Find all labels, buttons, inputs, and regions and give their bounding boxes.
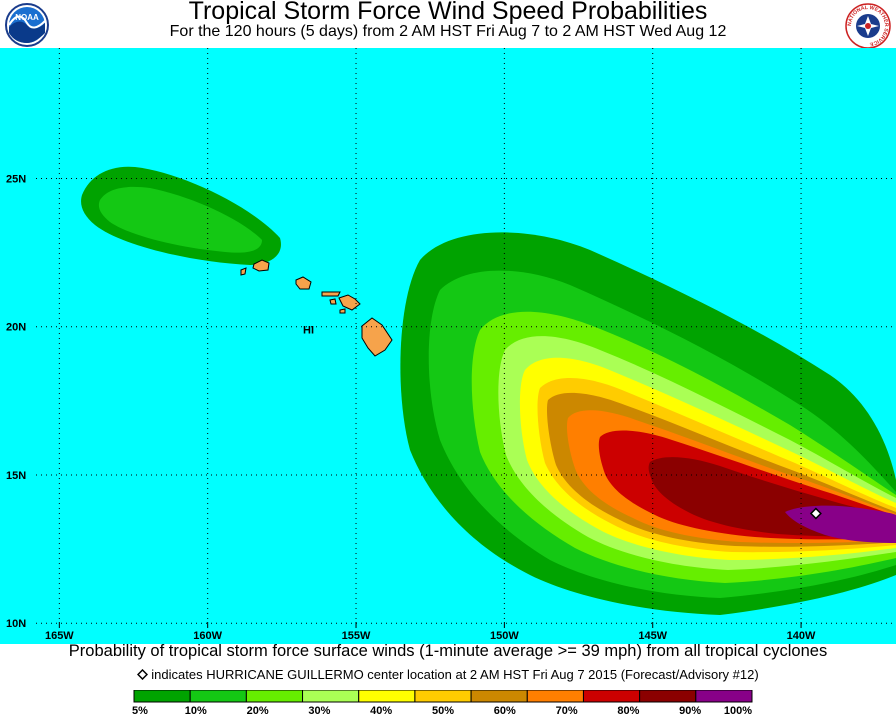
longitude-tick-marks (58, 622, 802, 628)
nws-logo-icon: NATIONAL WEATHER SERVICE (845, 3, 891, 49)
legend-swatch (582, 690, 641, 703)
legend-label-50: 50% (432, 705, 454, 716)
hawaiian-islands (240, 259, 393, 357)
noaa-logo-icon: NOAA (5, 3, 49, 47)
storm-note-text: indicates HURRICANE GUILLERMO center loc… (151, 667, 759, 682)
legend-swatch (133, 690, 191, 703)
island-maui (338, 294, 361, 311)
island-lanai (329, 298, 337, 305)
legend-label-20: 20% (247, 705, 269, 716)
map-caption: Probability of tropical storm force surf… (68, 642, 828, 660)
lat-label-25n: 25N (6, 173, 26, 185)
island-niihau (240, 267, 247, 276)
legend-label-60: 60% (494, 705, 516, 716)
lat-label-20n: 20N (6, 322, 26, 334)
legend-swatch (526, 690, 584, 703)
legend-swatch (695, 690, 753, 703)
storm-note: indicates HURRICANE GUILLERMO center loc… (0, 667, 896, 682)
legend-label-5: 5% (132, 705, 148, 716)
page-title: Tropical Storm Force Wind Speed Probabil… (188, 0, 708, 25)
latitude-labels: 25N 20N 15N 10N (6, 173, 26, 630)
lat-label-15n: 15N (6, 470, 26, 482)
header: NOAA Tropical Storm Force Wind Speed Pro… (0, 0, 896, 49)
svg-text:NOAA: NOAA (15, 13, 39, 22)
legend-label-100: 100% (724, 705, 752, 716)
graticule (36, 48, 896, 624)
legend-swatch (245, 690, 304, 703)
probability-legend: 5% 10% 20% 30% 40% 50% 60% 70% 80% 90% 1… (132, 690, 753, 716)
lon-label-145w: 145W (638, 630, 667, 642)
island-kahoolawe (339, 308, 346, 314)
legend-label-10: 10% (185, 705, 207, 716)
legend-swatch (358, 690, 416, 703)
diamond-icon (137, 668, 149, 681)
legend-label-70: 70% (556, 705, 578, 716)
probability-contours (81, 166, 896, 615)
lon-label-150w: 150W (490, 630, 519, 642)
lat-label-10n: 10N (6, 618, 26, 630)
legend-swatch (470, 690, 528, 703)
page-subtitle: For the 120 hours (5 days) from 2 AM HST… (169, 23, 727, 40)
longitude-labels: 165W 160W 155W 150W 145W 140W (45, 630, 816, 642)
legend-label-40: 40% (370, 705, 392, 716)
island-oahu (295, 276, 312, 290)
contour-10-northwest (98, 186, 262, 253)
legend-swatch (302, 690, 360, 703)
legend-swatch (189, 690, 247, 703)
legend-swatch (639, 690, 697, 703)
probability-map: HI 165W 160W 155W 150W 145W 140W 25N 20N… (0, 48, 896, 644)
storm-center-diamond-icon (809, 507, 822, 520)
lon-label-155w: 155W (342, 630, 371, 642)
footer: Probability of tropical storm force surf… (0, 642, 896, 716)
legend-label-90: 90% (679, 705, 701, 716)
lon-label-160w: 160W (193, 630, 222, 642)
legend-label-30: 30% (308, 705, 330, 716)
lon-label-140w: 140W (787, 630, 816, 642)
legend-label-80: 80% (617, 705, 639, 716)
island-hawaii (361, 317, 393, 357)
legend-swatch (414, 690, 472, 703)
lon-label-165w: 165W (45, 630, 74, 642)
island-molokai (321, 291, 341, 297)
region-label-hi: HI (303, 325, 314, 337)
island-kauai (252, 259, 270, 272)
